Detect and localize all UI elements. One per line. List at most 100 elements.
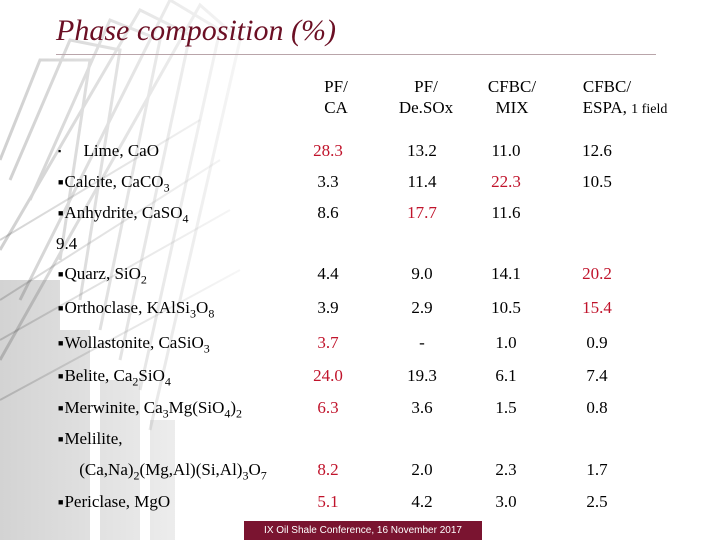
table-cell: 4.4 bbox=[317, 264, 339, 283]
row-label-text: Merwinite, Ca3Mg(SiO4)2 bbox=[64, 398, 243, 421]
column-header-line2: CA bbox=[324, 98, 348, 117]
row-label-text: Periclase, MgO bbox=[64, 492, 171, 511]
row-label-text: Lime, CaO bbox=[62, 141, 159, 160]
table-cell: 11.4 bbox=[407, 172, 437, 191]
table-cell: 20.2 bbox=[582, 264, 612, 283]
row-label-text: Anhydrite, CaSO4 bbox=[64, 203, 189, 226]
column-header-line2: MIX bbox=[495, 98, 529, 117]
row-label-text: Wollastonite, CaSiO3 bbox=[64, 333, 210, 356]
table-cell: 3.0 bbox=[495, 492, 517, 511]
table-cell: 13.2 bbox=[407, 141, 437, 160]
row-label: ■Wollastonite, CaSiO3 bbox=[58, 333, 210, 356]
table-cell: 10.5 bbox=[491, 298, 521, 317]
row-label: (Ca,Na)2(Mg,Al)(Si,Al)3O7 bbox=[58, 460, 267, 483]
table-row: ■Belite, Ca2SiO4 24.0 19.3 6.1 7.4 bbox=[0, 366, 720, 390]
table-cell: 5.1 bbox=[317, 492, 339, 511]
column-header-line2: De.SOx bbox=[398, 98, 454, 117]
table-cell: 1.5 bbox=[495, 398, 517, 417]
row-label: ■Belite, Ca2SiO4 bbox=[58, 366, 171, 389]
bullet-icon: ■ bbox=[58, 434, 64, 444]
bullet-icon: ■ bbox=[58, 177, 64, 187]
table-cell: 11.6 bbox=[491, 203, 521, 222]
table-cell: 3.7 bbox=[317, 333, 339, 352]
row-label: ■Calcite, CaCO3 bbox=[58, 172, 170, 195]
table-cell: 24.0 bbox=[313, 366, 343, 385]
table-cell: 2.0 bbox=[411, 460, 433, 479]
table-row: ■Wollastonite, CaSiO3 3.7 - 1.0 0.9 bbox=[0, 333, 720, 357]
row-label: ■Orthoclase, KAlSi3O8 bbox=[58, 298, 215, 321]
bullet-icon: ■ bbox=[58, 208, 64, 218]
table-cell: 7.4 bbox=[586, 366, 608, 385]
column-header-line1: CFBC/ bbox=[487, 77, 537, 96]
table-cell: 2.9 bbox=[411, 298, 433, 317]
bullet-icon: ■ bbox=[58, 497, 64, 507]
row-label-text: Melilite, bbox=[64, 429, 123, 448]
background-oil-shale-plant-graphic bbox=[0, 0, 300, 540]
table-row: ▪ Lime, CaO 28.3 13.2 11.0 12.6 bbox=[0, 141, 720, 165]
table-row: ■Anhydrite, CaSO4 8.6 17.7 11.6 bbox=[0, 203, 720, 227]
table-row: ■Merwinite, Ca3Mg(SiO4)2 6.3 3.6 1.5 0.8 bbox=[0, 398, 720, 422]
row-label: ■Melilite, bbox=[58, 429, 123, 449]
row-label-text: Calcite, CaCO3 bbox=[64, 172, 170, 195]
table-cell: 9.0 bbox=[411, 264, 433, 283]
table-cell: 3.6 bbox=[411, 398, 433, 417]
table-cell: 28.3 bbox=[313, 141, 343, 160]
footer-bar: IX Oil Shale Conference, 16 November 201… bbox=[244, 521, 482, 540]
column-header-line1: PF/ bbox=[324, 77, 348, 96]
bullet-icon: ■ bbox=[58, 338, 64, 348]
column-header-line2-small: 1 field bbox=[631, 102, 668, 117]
table-cell: 0.8 bbox=[586, 398, 608, 417]
table-cell: 8.2 bbox=[317, 460, 339, 479]
column-header-line1: CFBC/ bbox=[582, 77, 632, 96]
table-row: ■Periclase, MgO 5.1 4.2 3.0 2.5 bbox=[0, 492, 720, 516]
row-label-text: Belite, Ca2SiO4 bbox=[64, 366, 171, 389]
row-label: ■Quarz, SiO2 bbox=[58, 264, 147, 287]
table-cell: 3.3 bbox=[317, 172, 339, 191]
table-cell: 6.3 bbox=[317, 398, 339, 417]
row-label: ▪ Lime, CaO bbox=[58, 141, 159, 161]
table-cell: 1.7 bbox=[586, 460, 608, 479]
table-cell: 17.7 bbox=[407, 203, 437, 222]
table-cell: 19.3 bbox=[407, 366, 437, 385]
table-cell: 2.3 bbox=[495, 460, 517, 479]
table-row: ■Quarz, SiO2 4.4 9.0 14.1 20.2 bbox=[0, 264, 720, 288]
table-cell: 6.1 bbox=[495, 366, 517, 385]
stray-value: 9.4 bbox=[56, 234, 78, 253]
row-label-text: Quarz, SiO2 bbox=[64, 264, 147, 287]
table-row: (Ca,Na)2(Mg,Al)(Si,Al)3O7 8.2 2.0 2.3 1.7 bbox=[0, 460, 720, 484]
bullet-icon: ■ bbox=[58, 303, 64, 313]
column-header-pf-ca: PF/ CA bbox=[306, 76, 366, 118]
column-header-cfbc-espa: CFBC/ ESPA, 1 field bbox=[570, 76, 680, 120]
table-cell: 14.1 bbox=[491, 264, 521, 283]
table-cell: 1.0 bbox=[495, 333, 517, 352]
table-cell: - bbox=[419, 333, 425, 352]
table-cell: 15.4 bbox=[582, 298, 612, 317]
title-divider bbox=[56, 54, 656, 55]
table-cell: 11.0 bbox=[491, 141, 521, 160]
table-row: ■Melilite, bbox=[0, 429, 720, 453]
column-header-cfbc-mix: CFBC/ MIX bbox=[482, 76, 542, 118]
table-row: ■Orthoclase, KAlSi3O8 3.9 2.9 10.5 15.4 bbox=[0, 298, 720, 322]
bullet-icon: ■ bbox=[58, 269, 64, 279]
column-header-line1: PF/ bbox=[414, 77, 438, 96]
column-header-pf-desox: PF/ De.SOx bbox=[396, 76, 456, 118]
table-cell: 0.9 bbox=[586, 333, 608, 352]
row-label: ■Periclase, MgO bbox=[58, 492, 170, 512]
table-row: ■Calcite, CaCO3 3.3 11.4 22.3 10.5 bbox=[0, 172, 720, 196]
table-cell: 3.9 bbox=[317, 298, 339, 317]
row-label: ■Anhydrite, CaSO4 bbox=[58, 203, 189, 226]
table-cell: 12.6 bbox=[582, 141, 612, 160]
table-cell: 8.6 bbox=[317, 203, 339, 222]
table-cell: 22.3 bbox=[491, 172, 521, 191]
row-label-text: (Ca,Na)2(Mg,Al)(Si,Al)3O7 bbox=[58, 460, 267, 483]
bullet-icon: ■ bbox=[58, 403, 64, 413]
bullet-icon: ▪ bbox=[58, 146, 62, 156]
table-cell: 4.2 bbox=[411, 492, 433, 511]
row-label-text: Orthoclase, KAlSi3O8 bbox=[64, 298, 215, 321]
column-header-line2: ESPA, bbox=[582, 98, 627, 117]
page-title: Phase composition (%) bbox=[56, 14, 336, 47]
table-cell: 10.5 bbox=[582, 172, 612, 191]
bullet-icon: ■ bbox=[58, 371, 64, 381]
table-cell: 2.5 bbox=[586, 492, 608, 511]
row-label: ■Merwinite, Ca3Mg(SiO4)2 bbox=[58, 398, 243, 421]
